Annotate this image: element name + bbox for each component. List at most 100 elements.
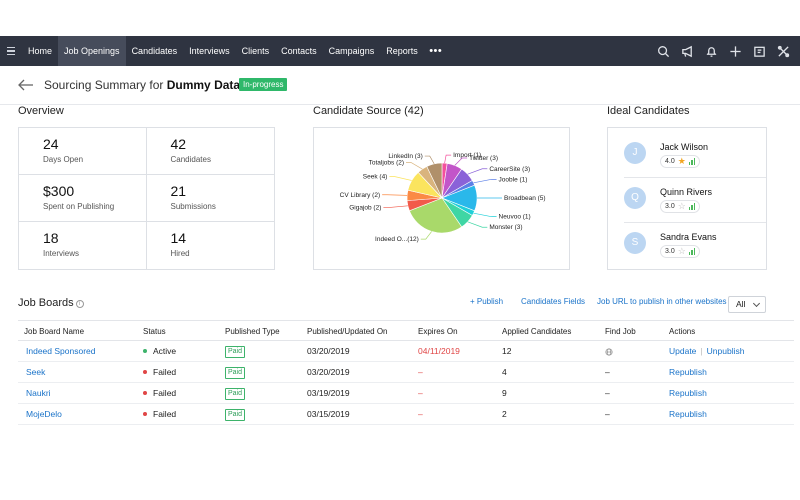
col-job-board-name: Job Board Name	[24, 327, 85, 336]
job-board-link[interactable]: Naukri	[26, 388, 51, 398]
paid-badge: Paid	[225, 387, 246, 400]
unpublish-link[interactable]: Unpublish	[706, 346, 745, 356]
expires-date: –	[418, 367, 423, 377]
job-boards-title: Job Boards i	[18, 297, 84, 309]
candidates-fields-button[interactable]: Candidates Fields	[521, 297, 586, 306]
published-date: 03/20/2019	[307, 367, 350, 377]
rating-pill: 3.0 ☆	[660, 200, 701, 213]
globe-icon[interactable]	[605, 341, 613, 362]
pie-leader-line	[382, 194, 408, 196]
republish-link[interactable]: Republish	[669, 367, 707, 377]
megaphone-icon[interactable]	[680, 44, 694, 58]
stat-value: 18	[43, 230, 59, 246]
star-outline-icon: ☆	[677, 201, 686, 211]
publish-button[interactable]: + Publish	[470, 297, 504, 306]
filter-select[interactable]: All	[728, 296, 766, 313]
calendar-icon[interactable]	[752, 44, 766, 58]
page-title-name: Dummy Data	[166, 78, 241, 92]
job-board-link[interactable]: MojeDelo	[26, 409, 62, 419]
applied-count: 2	[502, 409, 507, 419]
pie-leader-line	[444, 154, 452, 164]
job-board-link[interactable]: Indeed Sponsored	[26, 346, 96, 356]
job-board-link[interactable]: Seek	[26, 367, 46, 377]
pie-leader-line	[389, 176, 412, 181]
pie-leader-line	[406, 162, 423, 170]
pie-slice-label: Jooble (1)	[499, 176, 528, 183]
page-title: Sourcing Summary for Dummy Data -	[44, 78, 247, 92]
published-date: 03/19/2019	[307, 388, 350, 398]
job-boards-table: Job Board Name Status Published Type Pub…	[18, 320, 794, 425]
nav-campaigns[interactable]: Campaigns	[328, 46, 375, 56]
rating-value: 3.0	[665, 203, 675, 210]
republish-link[interactable]: Republish	[669, 388, 707, 398]
nav-interviews[interactable]: Interviews	[189, 46, 230, 56]
rating-pill: 4.0 ★	[660, 155, 701, 168]
pie-leader-line	[424, 155, 435, 165]
job-url-link[interactable]: Job URL to publish in other websites	[597, 297, 727, 306]
table-row: MojeDelo Failed Paid 03/15/2019 – 2 – Re…	[18, 404, 794, 425]
plus-icon[interactable]	[728, 44, 742, 58]
avatar: Q	[624, 187, 646, 209]
pie-slice-label: Monster (3)	[489, 224, 522, 231]
pie-slice-label: Broadbean (5)	[504, 195, 546, 202]
col-expires-on: Expires On	[418, 327, 458, 336]
pie-chart: Import (1)Twitter (3) CareerSite (3) Joobl…	[340, 152, 546, 243]
bell-icon[interactable]	[704, 44, 718, 58]
stat-submissions: 21 Submissions	[146, 175, 274, 222]
nav-home[interactable]: Home	[28, 46, 53, 56]
candidate-name[interactable]: Quinn Rivers	[660, 187, 713, 197]
type-cell: Paid	[225, 362, 246, 383]
applied-count: 12	[502, 346, 512, 356]
col-applied-candidates: Applied Candidates	[502, 327, 572, 336]
stat-spent: $300 Spent on Publishing	[19, 175, 147, 222]
col-find-job: Find Job	[605, 327, 636, 336]
paid-badge: Paid	[225, 345, 246, 358]
status-dot	[143, 412, 147, 416]
candidate-name[interactable]: Jack Wilson	[660, 142, 709, 152]
signal-bars-icon	[688, 248, 696, 255]
back-arrow-icon[interactable]	[18, 78, 34, 92]
type-cell: Paid	[225, 404, 246, 425]
pie-slice-label: Totaljobs (2)	[369, 159, 404, 166]
update-link[interactable]: Update	[669, 346, 697, 356]
search-icon[interactable]	[656, 44, 670, 58]
col-status: Status	[143, 327, 166, 336]
stat-label: Candidates	[170, 155, 211, 164]
avatar: J	[624, 142, 646, 164]
pie-slice-label: LinkedIn (3)	[388, 153, 422, 160]
republish-link[interactable]: Republish	[669, 409, 707, 419]
hamburger-menu-icon[interactable]	[0, 36, 22, 66]
stat-label: Days Open	[43, 155, 84, 164]
info-icon[interactable]: i	[75, 300, 84, 308]
paid-badge: Paid	[225, 366, 246, 379]
type-cell: Paid	[225, 383, 246, 404]
col-published-on: Published/Updated On	[307, 327, 388, 336]
find-job-cell: –	[605, 388, 610, 398]
pie-slice-label: CV Library (2)	[340, 192, 380, 199]
nav-candidates[interactable]: Candidates	[131, 46, 178, 56]
find-job-cell: –	[605, 409, 610, 419]
pie-slice[interactable]	[409, 197, 463, 234]
nav-clients[interactable]: Clients	[241, 46, 270, 56]
candidate-card[interactable]: S Sandra Evans 3.0 ☆	[624, 226, 764, 270]
candidate-card[interactable]: J Jack Wilson 4.0 ★	[624, 136, 764, 180]
nav-job-openings[interactable]: Job Openings	[58, 36, 126, 66]
table-header: Job Board Name Status Published Type Pub…	[18, 320, 794, 341]
candidate-name[interactable]: Sandra Evans	[660, 232, 717, 242]
find-job-cell: –	[605, 367, 610, 377]
candidate-card[interactable]: Q Quinn Rivers 3.0 ☆	[624, 181, 764, 225]
nav-contacts[interactable]: Contacts	[281, 46, 317, 56]
page-title-prefix: Sourcing Summary for	[44, 78, 167, 92]
paid-badge: Paid	[225, 408, 246, 421]
status-cell: Failed	[143, 404, 176, 425]
status-dot	[143, 370, 147, 374]
overview-title: Overview	[18, 105, 64, 117]
nav-reports[interactable]: Reports	[386, 46, 418, 56]
pie-leader-line	[473, 178, 497, 184]
divider	[624, 177, 766, 178]
pie-slice-label: CareerSite (3)	[489, 166, 530, 173]
tools-icon[interactable]	[776, 44, 790, 58]
pie-slice-label: Gigajob (2)	[349, 205, 381, 212]
nav-more-icon[interactable]: •••	[429, 45, 443, 57]
ideal-candidates-panel: J Jack Wilson 4.0 ★ Q Quinn Rivers 3.0 ☆ S…	[607, 127, 767, 270]
